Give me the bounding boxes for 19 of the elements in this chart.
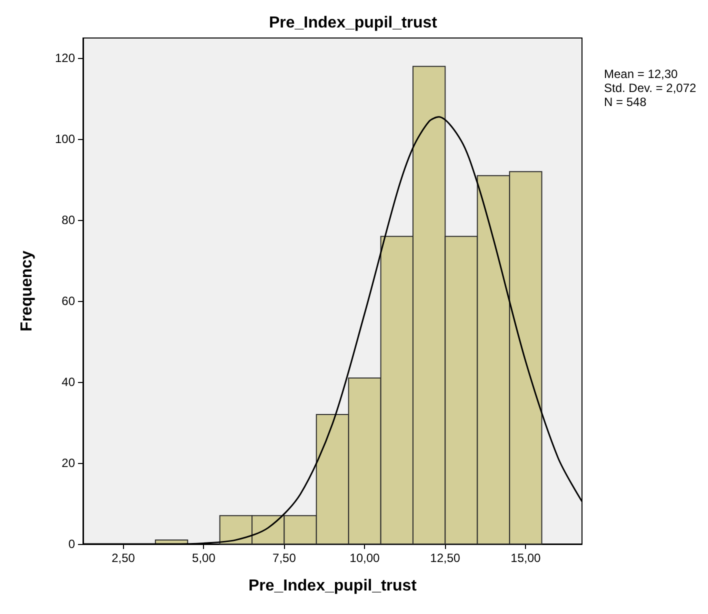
y-tick-label: 100 — [54, 132, 76, 146]
y-tick-label: 120 — [54, 51, 76, 66]
x-tick-label: 2,50 — [112, 551, 136, 565]
x-tick-label: 12,50 — [430, 551, 461, 565]
x-tick-label: 7,50 — [272, 551, 296, 565]
y-tick-label: 20 — [62, 456, 76, 470]
y-tick-label: 60 — [62, 294, 76, 308]
text: Mean = 12,30 — [604, 67, 678, 81]
y-tick-label: 80 — [62, 213, 76, 228]
text: Std. Dev. = 2,072 — [604, 81, 696, 95]
y-axis-title: Frequency — [18, 250, 36, 332]
x-tick-label: 15,00 — [510, 551, 541, 565]
text: N = 548 — [604, 95, 647, 109]
chart-title: Pre_Index_pupil_trust — [268, 14, 438, 32]
x-tick-label: 10,00 — [350, 551, 380, 565]
x-axis-title: Pre_Index_pupil_trust — [248, 578, 418, 594]
x-tick-label: 5,00 — [192, 551, 216, 565]
y-tick-label: 40 — [62, 375, 76, 390]
y-tick-label: 0 — [68, 537, 76, 551]
